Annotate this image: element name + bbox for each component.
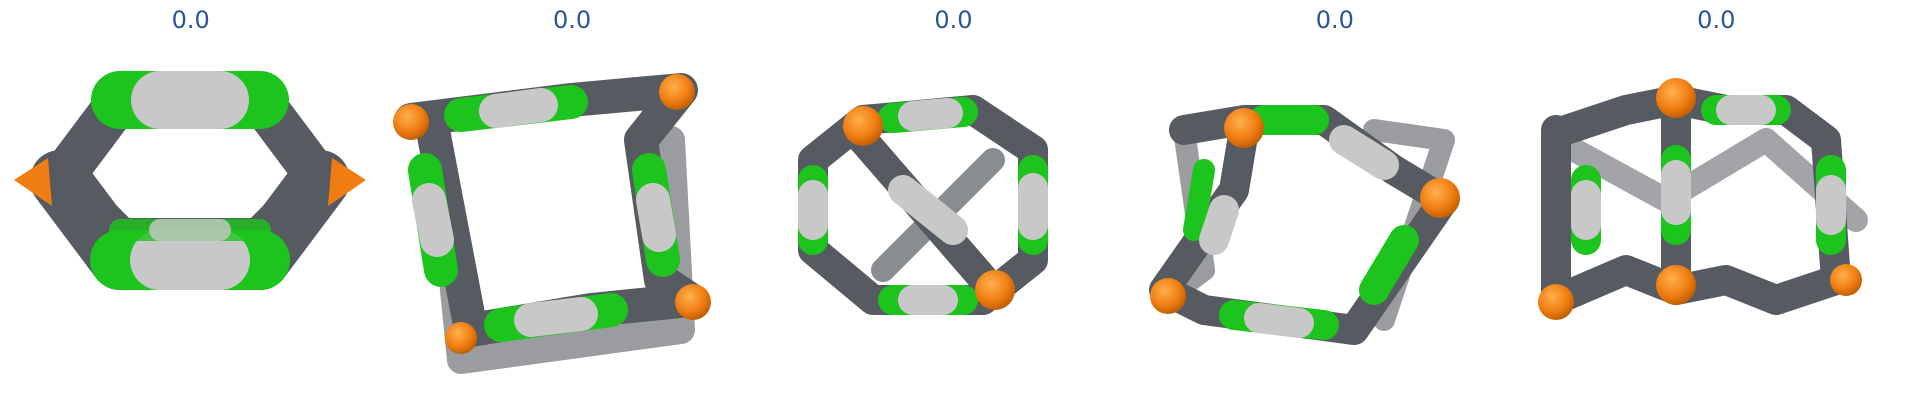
square-prism-cage-molecule [393,73,712,374]
panel-score: 0.0 [934,6,973,34]
molecule-panel-1: 0.0 [0,0,381,416]
panel-score: 0.0 [1697,6,1736,34]
twisted-cube-cage-molecule [797,95,1048,315]
molecule-panel-3: 0.0 [763,0,1144,416]
panel-score: 0.0 [171,6,210,34]
molecule-panel-5: 0.0 [1526,0,1907,416]
molecule-panel-4: 0.0 [1144,0,1525,416]
open-tetrahedral-cage-molecule [1149,105,1461,345]
panel-score: 0.0 [1315,6,1354,34]
prismatic-cage-molecule [1537,78,1868,320]
panel-score: 0.0 [553,6,592,34]
molecule-panel-2: 0.0 [381,0,762,416]
flat-hexagonal-ring-molecule [14,71,366,290]
